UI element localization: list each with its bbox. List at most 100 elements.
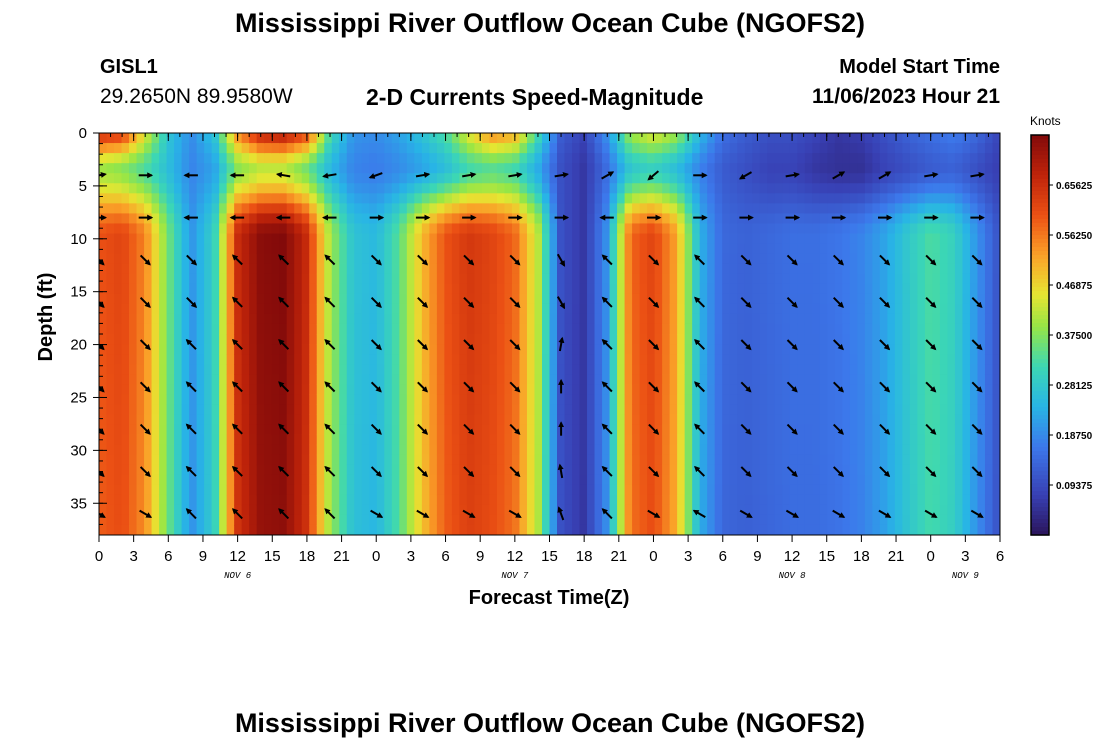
heatmap-cell <box>887 213 896 225</box>
heatmap-cell <box>872 384 881 395</box>
heatmap-cell <box>962 293 971 305</box>
heatmap-cell <box>669 344 678 355</box>
heatmap-cell <box>669 323 678 335</box>
heatmap-cell <box>587 263 596 275</box>
heatmap-cell <box>864 374 873 385</box>
heatmap-cell <box>804 153 813 164</box>
heatmap-cell <box>924 283 934 295</box>
heatmap-cell <box>174 133 183 144</box>
heatmap-cell <box>451 163 460 174</box>
heatmap-cell <box>451 444 460 456</box>
heatmap-cell <box>977 354 986 365</box>
heatmap-cell <box>474 283 483 295</box>
heatmap-cell <box>264 504 273 516</box>
heatmap-cell <box>812 474 821 486</box>
heatmap-cell <box>624 434 633 446</box>
heatmap-cell <box>166 143 175 154</box>
heatmap-cell <box>444 364 453 375</box>
heatmap-cell <box>121 323 130 335</box>
current-vector-arrow <box>925 466 937 478</box>
heatmap-cell <box>309 303 318 315</box>
current-vector-arrow <box>185 465 197 477</box>
heatmap-cell <box>151 153 160 164</box>
heatmap-cell <box>436 193 445 204</box>
heatmap-cell <box>969 424 979 436</box>
heatmap-cell <box>174 233 183 245</box>
heatmap-cell <box>977 173 986 184</box>
heatmap-cell <box>572 464 581 476</box>
heatmap-cell <box>256 143 265 154</box>
heatmap-cell <box>226 263 235 275</box>
heatmap-cell <box>436 323 445 335</box>
heatmap-cell <box>189 203 198 214</box>
heatmap-cell <box>579 434 588 446</box>
heatmap-cell <box>602 153 611 164</box>
heatmap-cell <box>106 133 115 144</box>
heatmap-cell <box>474 524 483 535</box>
heatmap-cell <box>654 233 663 245</box>
heatmap-cell <box>361 334 370 345</box>
heatmap-cell <box>909 524 919 535</box>
heatmap-cell <box>414 504 423 516</box>
heatmap-cell <box>339 143 348 154</box>
heatmap-cell <box>489 464 498 476</box>
heatmap-cell <box>286 394 295 405</box>
heatmap-cell <box>939 273 949 285</box>
heatmap-cell <box>609 414 618 426</box>
heatmap-cell <box>549 344 558 355</box>
heatmap-cell <box>526 434 536 446</box>
heatmap-cell <box>151 203 160 214</box>
heatmap-cell <box>624 404 633 415</box>
heatmap-cell <box>519 474 528 486</box>
heatmap-cell <box>504 263 513 275</box>
heatmap-cell <box>421 193 430 204</box>
heatmap-cell <box>699 484 708 496</box>
heatmap-cell <box>166 313 175 325</box>
heatmap-cell <box>624 484 633 496</box>
heatmap-cell <box>707 394 716 405</box>
heatmap-cell <box>669 394 678 405</box>
heatmap-cell <box>647 193 656 204</box>
heatmap-cell <box>819 143 828 154</box>
heatmap-cell <box>909 414 919 426</box>
heatmap-cell <box>579 253 588 265</box>
heatmap-cell <box>174 364 183 375</box>
heatmap-cell <box>834 253 843 265</box>
heatmap-cell <box>624 364 633 375</box>
heatmap-cell <box>451 334 460 345</box>
heatmap-cell <box>662 454 671 466</box>
heatmap-cell <box>324 484 333 496</box>
heatmap-cell <box>609 454 618 466</box>
heatmap-cell <box>541 133 551 144</box>
heatmap-cell <box>219 504 228 516</box>
heatmap-cell <box>737 133 746 144</box>
heatmap-cell <box>984 143 994 154</box>
heatmap-cell <box>196 193 205 204</box>
heatmap-cell <box>114 514 123 526</box>
heatmap-cell <box>684 464 693 476</box>
heatmap-cell <box>692 193 701 204</box>
heatmap-cell <box>144 233 153 245</box>
heatmap-cell <box>136 444 145 456</box>
heatmap-cell <box>932 374 941 385</box>
heatmap-cell <box>241 394 250 405</box>
heatmap-cell <box>857 354 866 365</box>
heatmap-cell <box>106 323 115 335</box>
heatmap-cell <box>151 434 160 446</box>
heatmap-cell <box>864 313 873 325</box>
heatmap-cell <box>632 514 641 526</box>
heatmap-cell <box>902 193 911 204</box>
heatmap-cell <box>639 243 648 255</box>
heatmap-cell <box>504 474 513 486</box>
heatmap-cell <box>834 313 843 325</box>
heatmap-cell <box>572 323 581 335</box>
heatmap-cell <box>249 243 258 255</box>
heatmap-cell <box>129 153 138 164</box>
heatmap-cell <box>271 364 280 375</box>
heatmap-cell <box>594 414 603 426</box>
heatmap-cell <box>286 504 295 516</box>
heatmap-cell <box>444 374 453 385</box>
heatmap-cell <box>564 404 573 415</box>
heatmap-cell <box>414 434 423 446</box>
heatmap-cell <box>331 414 340 426</box>
